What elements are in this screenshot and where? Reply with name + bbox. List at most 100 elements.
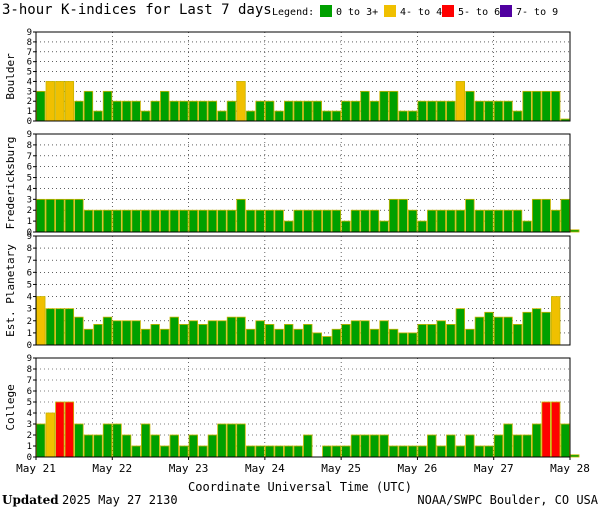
bar bbox=[179, 100, 189, 122]
bar bbox=[369, 100, 380, 122]
bar bbox=[331, 445, 342, 458]
bar bbox=[522, 311, 532, 346]
bar bbox=[369, 434, 380, 458]
bar bbox=[570, 229, 580, 233]
bar bbox=[169, 434, 179, 458]
bar bbox=[417, 445, 427, 458]
footer-updated-value: 2025 May 27 2130 bbox=[62, 493, 178, 507]
y-tick-label: 2 bbox=[27, 431, 32, 441]
bar bbox=[522, 220, 532, 233]
bar bbox=[541, 198, 551, 233]
bar bbox=[217, 110, 227, 122]
bar bbox=[245, 328, 256, 346]
y-tick-label: 9 bbox=[27, 28, 32, 38]
panel-frame bbox=[35, 133, 571, 233]
bar bbox=[341, 220, 351, 233]
bar bbox=[436, 320, 446, 346]
bar bbox=[388, 90, 399, 122]
bar bbox=[388, 198, 399, 233]
y-tick-label: 9 bbox=[27, 130, 32, 140]
bar bbox=[503, 423, 513, 458]
bar bbox=[160, 209, 170, 233]
bar bbox=[140, 110, 151, 122]
bar bbox=[131, 100, 141, 122]
bar bbox=[322, 336, 332, 346]
bar bbox=[407, 209, 418, 233]
bar bbox=[160, 445, 170, 458]
bar bbox=[293, 209, 303, 233]
panel-frame bbox=[35, 357, 571, 458]
bar bbox=[446, 209, 456, 233]
legend-item-label-1: 0 to 3+ bbox=[336, 7, 378, 18]
bar bbox=[551, 401, 561, 458]
bar bbox=[350, 434, 361, 458]
bar bbox=[455, 81, 466, 122]
y-tick-label: 5 bbox=[27, 68, 32, 78]
bar bbox=[369, 209, 380, 233]
bar bbox=[150, 100, 160, 122]
bar bbox=[198, 209, 208, 233]
bar bbox=[112, 423, 122, 458]
bar bbox=[484, 100, 494, 122]
y-tick-label: 3 bbox=[27, 195, 32, 205]
legend-item-label-4: 7- to 9 bbox=[516, 7, 558, 18]
bar bbox=[455, 308, 466, 346]
bar bbox=[531, 90, 542, 122]
bar bbox=[312, 332, 322, 346]
x-tick-label: May 28 bbox=[550, 462, 590, 475]
bar bbox=[93, 110, 103, 122]
bar bbox=[188, 434, 199, 458]
bar bbox=[455, 445, 466, 458]
bar bbox=[255, 100, 265, 122]
footer-source: NOAA/SWPC Boulder, CO USA bbox=[417, 493, 598, 507]
bar bbox=[312, 209, 322, 233]
bar bbox=[93, 434, 103, 458]
panel-frame bbox=[35, 235, 571, 346]
bar bbox=[312, 100, 322, 122]
bar bbox=[226, 423, 237, 458]
bar bbox=[350, 209, 361, 233]
bar bbox=[541, 311, 551, 346]
bar bbox=[417, 324, 427, 346]
bar bbox=[160, 328, 170, 346]
y-tick-label: 1 bbox=[27, 217, 32, 227]
bar bbox=[531, 423, 542, 458]
bar bbox=[121, 209, 132, 233]
bar bbox=[93, 324, 103, 346]
legend-item-label-3: 5- to 6+ bbox=[458, 7, 506, 18]
bar bbox=[398, 198, 408, 233]
bar bbox=[322, 110, 332, 122]
y-tick-label: 5 bbox=[27, 398, 32, 408]
bar bbox=[522, 90, 532, 122]
bar bbox=[140, 423, 151, 458]
bar bbox=[465, 328, 475, 346]
bar bbox=[379, 220, 389, 233]
bar bbox=[560, 198, 570, 233]
bar bbox=[150, 324, 160, 346]
bar bbox=[74, 423, 84, 458]
y-tick-label: 5 bbox=[27, 174, 32, 184]
y-axis-label: Boulder bbox=[4, 53, 17, 100]
bar bbox=[83, 209, 94, 233]
bar bbox=[179, 209, 189, 233]
bar bbox=[293, 445, 303, 458]
y-tick-label: 6 bbox=[27, 387, 32, 397]
bar bbox=[264, 100, 275, 122]
bar bbox=[455, 209, 466, 233]
bar bbox=[198, 324, 208, 346]
bar bbox=[388, 328, 399, 346]
panel-3: 0 1 2 3 4 5 6 7 8 9 Est. Planetary bbox=[4, 232, 571, 351]
bar bbox=[417, 220, 427, 233]
bar bbox=[36, 198, 46, 233]
y-tick-label: 4 bbox=[27, 409, 32, 419]
bar bbox=[112, 209, 122, 233]
legend-swatch-4 bbox=[500, 5, 512, 17]
bar bbox=[188, 209, 199, 233]
bar bbox=[360, 434, 370, 458]
bar bbox=[198, 100, 208, 122]
bar bbox=[331, 110, 342, 122]
bar bbox=[131, 320, 141, 346]
bar bbox=[93, 209, 103, 233]
